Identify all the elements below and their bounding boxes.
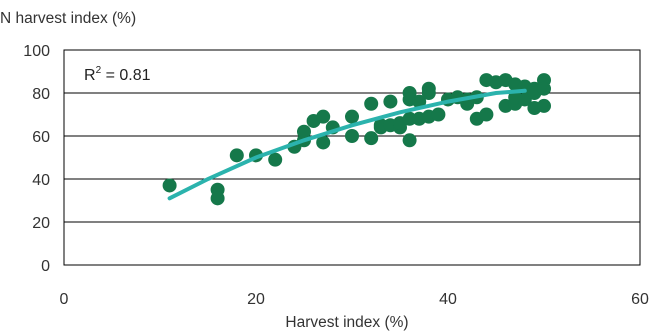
r-squared-value: = 0.81 (101, 67, 150, 84)
x-tick-label-60: 60 (631, 291, 649, 308)
y-tick-label-80: 80 (32, 86, 50, 103)
data-point-30 (421, 86, 436, 100)
data-point-53 (537, 81, 551, 96)
trend-line (167, 88, 527, 201)
data-point-11 (316, 135, 331, 150)
y-tick-label-20: 20 (32, 215, 50, 232)
y-tick-label-40: 40 (32, 172, 50, 189)
data-point-54 (537, 98, 551, 113)
x-tick-label-40: 40 (439, 291, 457, 308)
data-point-13 (345, 109, 359, 124)
data-point-16 (364, 131, 379, 146)
y-tick-label-100: 100 (23, 43, 50, 60)
data-point-40 (479, 107, 494, 122)
data-point-14 (345, 129, 359, 143)
data-point-10 (316, 109, 331, 124)
data-point-5 (268, 152, 283, 167)
x-axis-title: Harvest index (%) (285, 314, 408, 331)
data-point-2 (210, 191, 225, 206)
plot-frame (63, 49, 641, 266)
data-point-32 (431, 107, 446, 122)
y-axis-title: N harvest index (%) (0, 10, 136, 27)
x-tick-labels: 0 20 40 60 (60, 291, 649, 308)
x-tick-label-0: 0 (60, 291, 69, 308)
data-point-0 (162, 178, 177, 193)
data-point-25 (402, 111, 417, 126)
y-tick-label-60: 60 (32, 129, 50, 146)
y-tick-labels: 0 20 40 60 80 100 (23, 43, 50, 275)
data-point-3 (229, 148, 244, 163)
data-point-8 (297, 124, 311, 139)
r-squared-base: R (84, 67, 96, 84)
data-point-27 (412, 94, 427, 109)
data-point-19 (383, 94, 398, 109)
x-tick-label-20: 20 (247, 291, 265, 308)
y-tick-label-0: 0 (41, 258, 50, 275)
data-point-15 (364, 96, 379, 111)
data-point-26 (402, 133, 417, 148)
data-points (162, 73, 551, 206)
r-squared-annotation: R2 = 0.81 (84, 65, 151, 84)
data-point-18 (373, 118, 388, 133)
r-squared-superscript: 2 (96, 65, 102, 76)
